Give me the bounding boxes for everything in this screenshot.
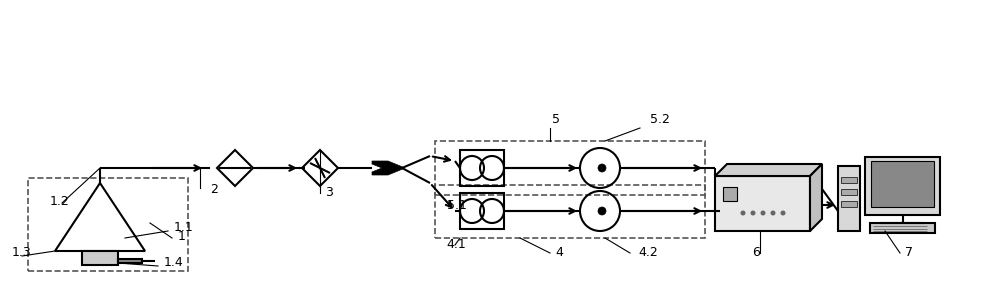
Circle shape	[598, 164, 606, 172]
Polygon shape	[810, 164, 822, 231]
Text: 7: 7	[905, 246, 913, 259]
FancyBboxPatch shape	[841, 189, 857, 195]
Circle shape	[780, 211, 786, 215]
Circle shape	[598, 207, 606, 215]
Text: 1.4: 1.4	[164, 256, 184, 269]
Text: 2: 2	[210, 183, 218, 196]
Polygon shape	[118, 259, 142, 263]
FancyBboxPatch shape	[865, 157, 940, 215]
Text: 3: 3	[325, 186, 333, 199]
Polygon shape	[372, 161, 405, 175]
FancyBboxPatch shape	[841, 201, 857, 207]
FancyBboxPatch shape	[838, 166, 860, 231]
FancyBboxPatch shape	[871, 161, 934, 207]
Circle shape	[770, 211, 776, 215]
Text: 1.2: 1.2	[50, 195, 70, 208]
Text: 4.2: 4.2	[638, 246, 658, 259]
Circle shape	[741, 211, 746, 215]
Text: 5: 5	[552, 113, 560, 126]
Circle shape	[761, 211, 766, 215]
FancyBboxPatch shape	[723, 187, 737, 201]
Text: 1: 1	[178, 230, 186, 243]
Text: 1.3: 1.3	[12, 246, 32, 259]
Text: 1.1: 1.1	[174, 221, 194, 234]
Polygon shape	[715, 164, 822, 176]
Text: 4.1: 4.1	[446, 238, 466, 251]
Polygon shape	[82, 251, 118, 265]
Text: 5.1: 5.1	[447, 199, 467, 212]
FancyBboxPatch shape	[870, 223, 935, 233]
FancyBboxPatch shape	[715, 176, 810, 231]
FancyBboxPatch shape	[841, 177, 857, 183]
Text: 6: 6	[752, 246, 760, 259]
Text: 4: 4	[555, 246, 563, 259]
Text: 5.2: 5.2	[650, 113, 670, 126]
Circle shape	[750, 211, 756, 215]
